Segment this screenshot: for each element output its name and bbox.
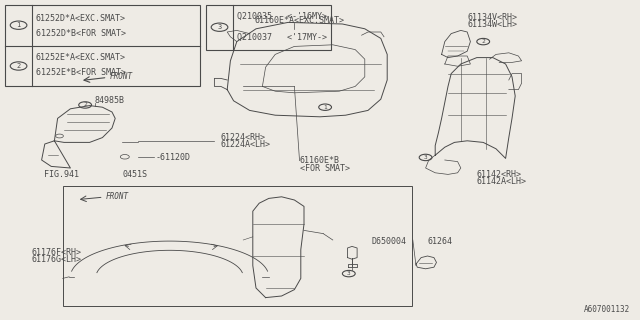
Text: 1: 1	[17, 22, 20, 28]
Text: 61252D*A<EXC.SMAT>: 61252D*A<EXC.SMAT>	[36, 14, 126, 23]
Text: FIG.941: FIG.941	[44, 170, 79, 179]
Bar	[63, 186, 412, 306]
Text: A607001132: A607001132	[584, 305, 630, 314]
Text: <FOR SMAT>: <FOR SMAT>	[300, 164, 349, 172]
Text: 61142A<LH>: 61142A<LH>	[477, 177, 527, 186]
Text: 84985B: 84985B	[95, 96, 125, 105]
Text: 61134V<RH>: 61134V<RH>	[467, 13, 517, 22]
Text: FRONT: FRONT	[106, 192, 129, 201]
Text: 1: 1	[323, 105, 327, 110]
Text: 3: 3	[347, 271, 351, 276]
Text: 61252D*B<FOR SMAT>: 61252D*B<FOR SMAT>	[36, 29, 126, 38]
Text: 61160E*A<EXC.SMAT>: 61160E*A<EXC.SMAT>	[255, 16, 345, 25]
Text: -61120D: -61120D	[156, 153, 191, 162]
Text: 0451S: 0451S	[123, 170, 148, 179]
Text: 3: 3	[424, 155, 428, 160]
Text: 61176F<RH>: 61176F<RH>	[32, 248, 82, 257]
Text: 61176G<LH>: 61176G<LH>	[32, 255, 82, 264]
Text: FRONT: FRONT	[110, 72, 133, 81]
Text: 2: 2	[17, 63, 20, 69]
Text: D650004: D650004	[371, 237, 406, 246]
Text: 61252E*A<EXC.SMAT>: 61252E*A<EXC.SMAT>	[36, 53, 126, 62]
Text: 61160E*B: 61160E*B	[300, 156, 340, 165]
Text: 3: 3	[218, 24, 221, 30]
Bar	[206, 5, 331, 50]
Bar	[5, 5, 200, 86]
Text: 61142<RH>: 61142<RH>	[477, 170, 522, 179]
Text: 61134W<LH>: 61134W<LH>	[467, 20, 517, 29]
Text: Q210035   <-'16MY>: Q210035 <-'16MY>	[237, 12, 327, 21]
Text: Q210037   <'17MY->: Q210037 <'17MY->	[237, 33, 327, 42]
Text: 61224<RH>: 61224<RH>	[221, 133, 266, 142]
Text: 2: 2	[83, 102, 87, 108]
Text: 61224A<LH>: 61224A<LH>	[221, 140, 271, 149]
Text: 2: 2	[481, 39, 485, 44]
Text: 61252E*B<FOR SMAT>: 61252E*B<FOR SMAT>	[36, 68, 126, 77]
Text: 61264: 61264	[428, 237, 452, 246]
